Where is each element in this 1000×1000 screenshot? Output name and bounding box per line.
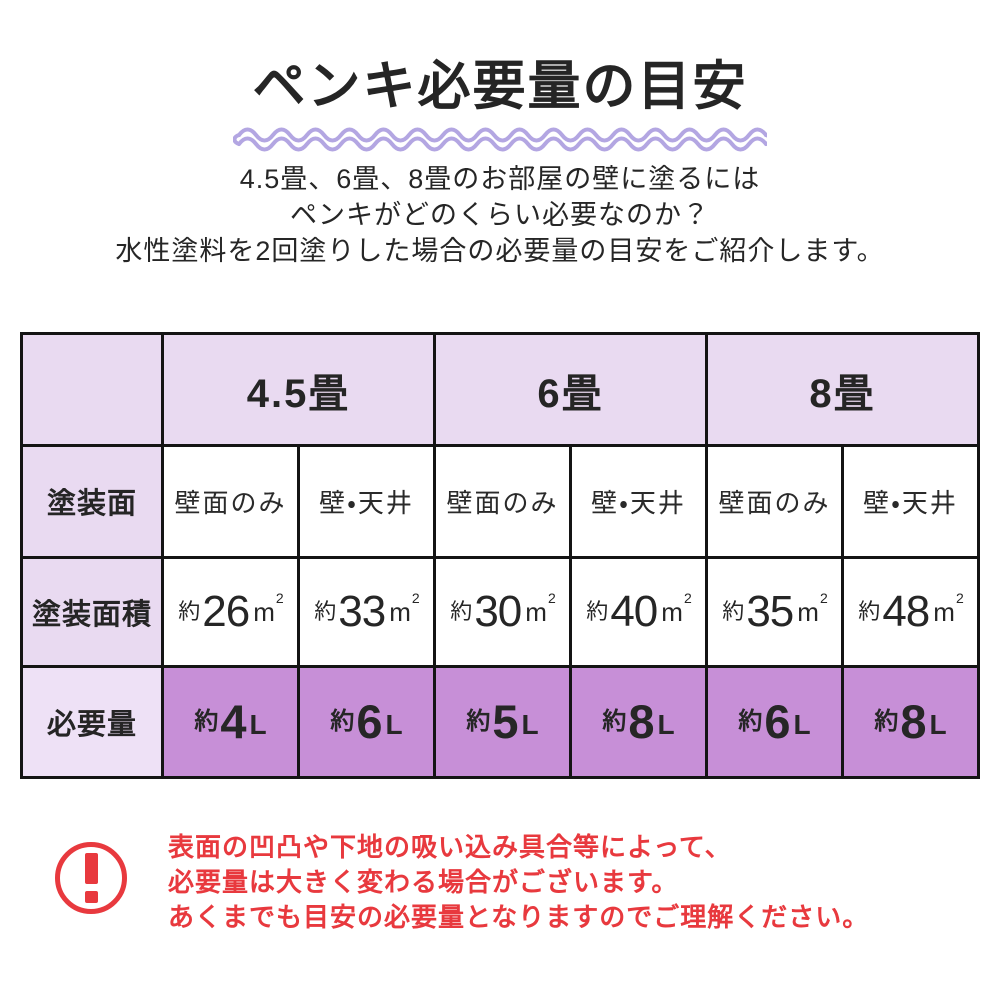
area-unit: m bbox=[253, 596, 275, 627]
approx-prefix: 約 bbox=[738, 707, 763, 735]
area-unit: m bbox=[661, 596, 683, 627]
row-label-area: 塗装面積 bbox=[20, 555, 164, 668]
area-unit-sup: 2 bbox=[683, 589, 692, 606]
column-header-8-tatami: 8畳 bbox=[705, 331, 981, 448]
surface-cell: 壁面のみ bbox=[705, 444, 845, 559]
amount-value: 4 bbox=[220, 695, 247, 749]
amount-value: 6 bbox=[356, 695, 383, 749]
wave-icon bbox=[232, 127, 773, 152]
area-value: 35 bbox=[746, 586, 794, 636]
area-cell: 約 40 m 2 bbox=[569, 555, 709, 668]
surface-cell: 壁・天井 bbox=[296, 444, 437, 559]
alert-exclamation-icon bbox=[55, 842, 127, 914]
amount-unit: L bbox=[929, 708, 947, 740]
approx-prefix: 約 bbox=[314, 598, 337, 624]
intro-line-1: 4.5畳、6畳、8畳のお部屋の壁に塗るには bbox=[239, 164, 761, 194]
surface-cell: 壁面のみ bbox=[433, 444, 573, 559]
area-cell: 約 48 m 2 bbox=[841, 555, 981, 668]
row-label-amount: 必要量 bbox=[20, 664, 164, 780]
exclamation-dot bbox=[84, 891, 98, 903]
amount-unit: L bbox=[521, 708, 539, 740]
approx-prefix: 約 bbox=[586, 598, 609, 624]
approx-prefix: 約 bbox=[722, 598, 745, 624]
area-unit-sup: 2 bbox=[547, 589, 556, 606]
area-value: 48 bbox=[882, 586, 930, 636]
amount-value: 8 bbox=[628, 695, 655, 749]
intro-text: 4.5畳、6畳、8畳のお部屋の壁に塗るには ペンキがどのくらい必要なのか？ 水性… bbox=[0, 161, 1000, 269]
area-unit-sup: 2 bbox=[411, 589, 420, 606]
area-unit: m bbox=[933, 596, 955, 627]
amount-unit: L bbox=[249, 708, 267, 740]
area-value: 30 bbox=[474, 586, 522, 636]
paint-quantity-table: 4.5畳 6畳 8畳 塗装面 壁面のみ 壁・天井 壁面のみ 壁・天井 壁面のみ … bbox=[20, 331, 981, 780]
notice-text: 表面の凹凸や下地の吸い込み具合等によって、 必要量は大きく変わる場合がございます… bbox=[168, 830, 869, 935]
approx-prefix: 約 bbox=[874, 707, 899, 735]
table-corner-cell bbox=[20, 331, 164, 448]
exclamation-bar bbox=[84, 853, 98, 884]
notice-line-1: 表面の凹凸や下地の吸い込み具合等によって、 bbox=[168, 832, 732, 862]
column-header-4-5-tatami: 4.5畳 bbox=[160, 331, 437, 448]
amount-value: 8 bbox=[900, 695, 927, 749]
wavy-underline-decoration bbox=[232, 124, 773, 163]
area-unit: m bbox=[525, 596, 547, 627]
amount-value: 6 bbox=[764, 695, 791, 749]
area-unit-sup: 2 bbox=[819, 589, 828, 606]
page-title: ペンキ必要量の目安 bbox=[252, 57, 748, 116]
amount-unit: L bbox=[657, 708, 675, 740]
approx-prefix: 約 bbox=[858, 598, 881, 624]
surface-cell: 壁面のみ bbox=[161, 444, 300, 559]
approx-prefix: 約 bbox=[194, 707, 219, 735]
area-value: 40 bbox=[610, 586, 658, 636]
area-unit: m bbox=[389, 596, 411, 627]
notice-line-2: 必要量は大きく変わる場合がございます。 bbox=[168, 867, 679, 897]
amount-unit: L bbox=[793, 708, 811, 740]
area-unit-sup: 2 bbox=[955, 589, 964, 606]
intro-line-2: ペンキがどのくらい必要なのか？ bbox=[290, 200, 710, 230]
row-label-surface: 塗装面 bbox=[20, 444, 164, 559]
area-value: 26 bbox=[202, 586, 250, 636]
approx-prefix: 約 bbox=[602, 707, 627, 735]
area-value: 33 bbox=[338, 586, 386, 636]
intro-line-3: 水性塗料を2回塗りした場合の必要量の目安をご紹介します。 bbox=[115, 236, 885, 266]
approx-prefix: 約 bbox=[178, 598, 201, 624]
surface-cell: 壁・天井 bbox=[841, 444, 981, 559]
notice-line-3: あくまでも目安の必要量となりますのでご理解ください。 bbox=[168, 902, 870, 932]
approx-prefix: 約 bbox=[450, 598, 473, 624]
amount-value: 5 bbox=[492, 695, 519, 749]
approx-prefix: 約 bbox=[330, 707, 355, 735]
area-cell: 約 35 m 2 bbox=[705, 555, 845, 668]
column-header-6-tatami: 6畳 bbox=[433, 331, 709, 448]
area-unit-sup: 2 bbox=[275, 589, 284, 606]
area-cell: 約 33 m 2 bbox=[296, 555, 437, 668]
area-unit: m bbox=[797, 596, 819, 627]
surface-cell: 壁・天井 bbox=[569, 444, 709, 559]
area-cell: 約 30 m 2 bbox=[433, 555, 573, 668]
approx-prefix: 約 bbox=[466, 707, 491, 735]
amount-unit: L bbox=[385, 708, 403, 740]
area-cell: 約 26 m 2 bbox=[161, 555, 300, 668]
